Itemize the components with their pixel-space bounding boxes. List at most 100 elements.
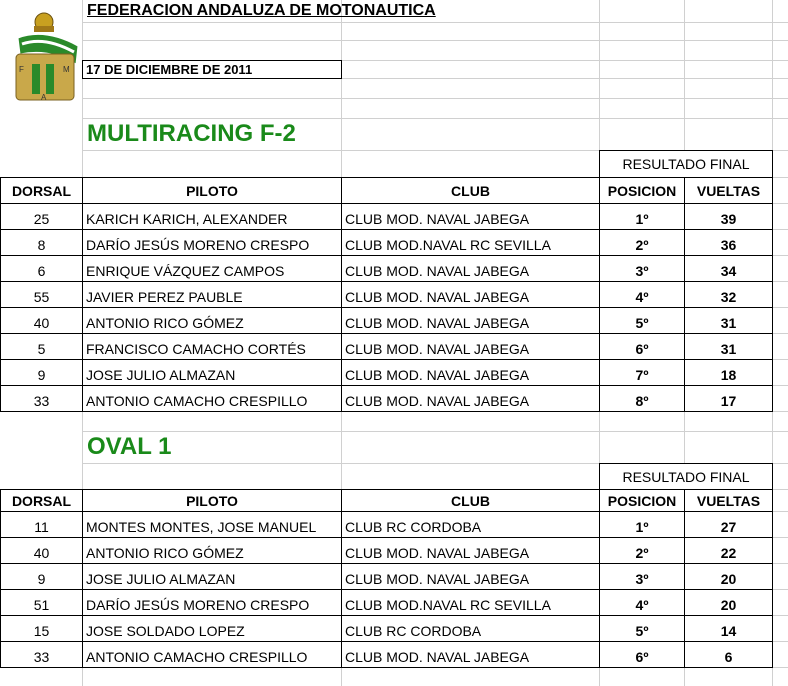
cell: CLUB MOD. NAVAL JABEGA — [341, 307, 600, 334]
cell: 20 — [684, 563, 773, 590]
cell: 31 — [684, 333, 773, 360]
cell: CLUB MOD. NAVAL JABEGA — [341, 563, 600, 590]
cell: CLUB RC CORDOBA — [341, 615, 600, 642]
cell: FRANCISCO CAMACHO CORTÉS — [82, 333, 342, 360]
cell: JOSE SOLDADO LOPEZ — [82, 615, 342, 642]
cell: 3º — [599, 563, 685, 590]
column-header: POSICION — [599, 177, 685, 204]
logo-letter: F — [19, 65, 24, 74]
cell: ANTONIO CAMACHO CRESPILLO — [82, 641, 342, 668]
cell: 20 — [684, 589, 773, 616]
cell: 7º — [599, 359, 685, 386]
cell: 51 — [0, 589, 83, 616]
cell: CLUB MOD. NAVAL JABEGA — [341, 537, 600, 564]
grid-line — [82, 78, 788, 79]
cell: 36 — [684, 229, 773, 256]
cell: CLUB MOD. NAVAL JABEGA — [341, 359, 600, 386]
cell: DARÍO JESÚS MORENO CRESPO — [82, 229, 342, 256]
date: 17 DE DICIEMBRE DE 2011 — [82, 60, 342, 79]
cell: 2º — [599, 229, 685, 256]
column-header: DORSAL — [0, 489, 83, 512]
cell: 6 — [684, 641, 773, 668]
cell: 9 — [0, 359, 83, 386]
cell: 9 — [0, 563, 83, 590]
cell: 1º — [599, 511, 685, 538]
cell: CLUB MOD. NAVAL JABEGA — [341, 641, 600, 668]
cell: 17 — [684, 385, 773, 412]
cell: 8º — [599, 385, 685, 412]
cell: 34 — [684, 255, 773, 282]
cell: 22 — [684, 537, 773, 564]
cell: 5 — [0, 333, 83, 360]
cell: 25 — [0, 203, 83, 230]
cell: 33 — [0, 385, 83, 412]
cell: ANTONIO RICO GÓMEZ — [82, 307, 342, 334]
column-header: VUELTAS — [684, 177, 773, 204]
cell: JAVIER PEREZ PAUBLE — [82, 281, 342, 308]
cell: 15 — [0, 615, 83, 642]
cell: 11 — [0, 511, 83, 538]
cell: 4º — [599, 589, 685, 616]
cell: 32 — [684, 281, 773, 308]
cell: CLUB RC CORDOBA — [341, 511, 600, 538]
cell: CLUB MOD. NAVAL JABEGA — [341, 333, 600, 360]
column-header: PILOTO — [82, 489, 342, 512]
cell: 2º — [599, 537, 685, 564]
cell: 5º — [599, 615, 685, 642]
cell: 1º — [599, 203, 685, 230]
grid-line — [82, 98, 788, 99]
logo-letter: M — [63, 65, 70, 74]
column-header: POSICION — [599, 489, 685, 512]
logo: F M A — [15, 12, 79, 102]
title: FEDERACION ANDALUZA DE MOTONAUTICA — [87, 2, 436, 19]
cell: 14 — [684, 615, 773, 642]
cell: 6º — [599, 333, 685, 360]
cell: CLUB MOD. NAVAL JABEGA — [341, 281, 600, 308]
grid-line — [82, 431, 788, 432]
cell: 40 — [0, 307, 83, 334]
cell: 31 — [684, 307, 773, 334]
logo-letter: A — [41, 93, 47, 102]
cell: KARICH KARICH, ALEXANDER — [82, 203, 342, 230]
column-header: DORSAL — [0, 177, 83, 204]
cell: MONTES MONTES, JOSE MANUEL — [82, 511, 342, 538]
grid-line — [82, 118, 788, 119]
cell: 55 — [0, 281, 83, 308]
cell: 18 — [684, 359, 773, 386]
cell: ANTONIO CAMACHO CRESPILLO — [82, 385, 342, 412]
cell: 6 — [0, 255, 83, 282]
cell: CLUB MOD.NAVAL RC SEVILLA — [341, 229, 600, 256]
column-header: CLUB — [341, 489, 600, 512]
column-header: VUELTAS — [684, 489, 773, 512]
grid-line — [82, 463, 788, 464]
cell: 40 — [0, 537, 83, 564]
cell: CLUB MOD. NAVAL JABEGA — [341, 385, 600, 412]
cell: JOSE JULIO ALMAZAN — [82, 563, 342, 590]
group-header: RESULTADO FINAL — [599, 150, 773, 178]
cell: CLUB MOD.NAVAL RC SEVILLA — [341, 589, 600, 616]
grid-line — [82, 150, 788, 151]
column-header: PILOTO — [82, 177, 342, 204]
cell: 39 — [684, 203, 773, 230]
cell: 5º — [599, 307, 685, 334]
cell: JOSE JULIO ALMAZAN — [82, 359, 342, 386]
cell: 27 — [684, 511, 773, 538]
grid-line — [82, 60, 788, 61]
section-title: MULTIRACING F-2 — [87, 120, 296, 147]
column-header: CLUB — [341, 177, 600, 204]
section-title: OVAL 1 — [87, 433, 172, 460]
cell: CLUB MOD. NAVAL JABEGA — [341, 255, 600, 282]
cell: 8 — [0, 229, 83, 256]
cell: 4º — [599, 281, 685, 308]
cell: CLUB MOD. NAVAL JABEGA — [341, 203, 600, 230]
grid-line — [82, 40, 788, 41]
cell: 6º — [599, 641, 685, 668]
cell: 33 — [0, 641, 83, 668]
cell: DARÍO JESÚS MORENO CRESPO — [82, 589, 342, 616]
cell: ANTONIO RICO GÓMEZ — [82, 537, 342, 564]
cell: ENRIQUE VÁZQUEZ CAMPOS — [82, 255, 342, 282]
grid-line — [82, 22, 788, 23]
group-header: RESULTADO FINAL — [599, 463, 773, 490]
cell: 3º — [599, 255, 685, 282]
